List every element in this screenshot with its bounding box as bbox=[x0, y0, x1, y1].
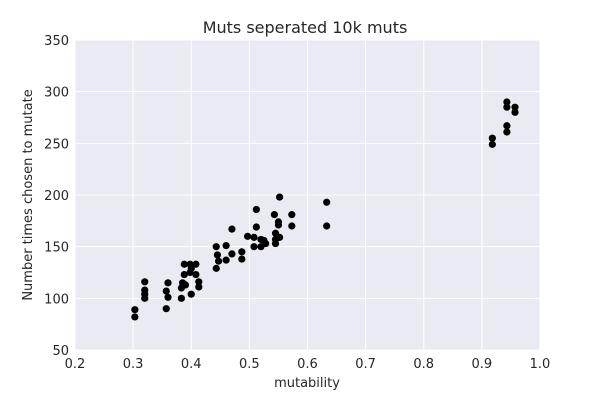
chart-title: Muts seperated 10k muts bbox=[203, 18, 408, 37]
data-point bbox=[164, 293, 172, 301]
data-point bbox=[228, 225, 236, 233]
x-tick-label: 0.6 bbox=[297, 357, 318, 372]
data-point bbox=[162, 305, 170, 313]
data-point bbox=[212, 243, 220, 251]
data-point bbox=[192, 270, 200, 279]
data-point bbox=[195, 278, 203, 286]
x-tick-label: 1.0 bbox=[530, 357, 551, 372]
y-tick-label: 300 bbox=[44, 86, 69, 101]
data-point bbox=[323, 222, 331, 230]
data-point bbox=[252, 205, 260, 214]
x-tick-label: 0.9 bbox=[472, 357, 493, 372]
data-point bbox=[222, 256, 230, 264]
data-point bbox=[270, 211, 278, 219]
data-point bbox=[262, 239, 270, 248]
data-point bbox=[180, 260, 188, 268]
y-axis-label: Number times chosen to mutate bbox=[21, 89, 36, 300]
data-point bbox=[244, 232, 252, 240]
data-point bbox=[511, 108, 519, 116]
data-point bbox=[180, 270, 188, 279]
data-point bbox=[252, 223, 260, 231]
x-tick-label: 0.8 bbox=[413, 357, 434, 372]
x-tick-label: 0.4 bbox=[181, 357, 202, 372]
data-point bbox=[141, 278, 149, 286]
x-axis-label: mutability bbox=[274, 376, 340, 391]
y-tick-label: 50 bbox=[52, 344, 69, 359]
data-points bbox=[131, 98, 519, 321]
y-tick-label: 250 bbox=[44, 137, 69, 152]
data-point bbox=[503, 103, 511, 111]
data-point bbox=[238, 248, 246, 256]
y-axis-ticks: 50 100 150 200 250 300 350 bbox=[44, 34, 69, 359]
data-point bbox=[511, 103, 519, 111]
x-axis-ticks: 0.2 0.3 0.4 0.5 0.6 0.7 0.8 0.9 1.0 bbox=[65, 357, 551, 372]
data-point bbox=[238, 255, 246, 263]
data-point bbox=[141, 294, 149, 302]
x-tick-label: 0.5 bbox=[239, 357, 260, 372]
data-point bbox=[181, 281, 190, 289]
data-point bbox=[187, 290, 195, 298]
data-point bbox=[288, 211, 296, 219]
data-point bbox=[503, 128, 511, 136]
data-point bbox=[213, 251, 222, 259]
data-point bbox=[195, 283, 203, 291]
data-point bbox=[164, 279, 172, 287]
data-point bbox=[192, 260, 200, 268]
data-point bbox=[323, 198, 331, 206]
x-tick-label: 0.3 bbox=[123, 357, 144, 372]
data-point bbox=[488, 140, 496, 148]
data-point bbox=[228, 250, 236, 258]
data-point bbox=[250, 243, 258, 251]
x-tick-label: 0.2 bbox=[65, 357, 86, 372]
data-point bbox=[131, 313, 139, 321]
data-point bbox=[187, 264, 195, 272]
data-point bbox=[276, 193, 284, 201]
data-point bbox=[250, 233, 258, 241]
data-point bbox=[214, 257, 223, 265]
data-point bbox=[212, 264, 220, 272]
x-tick-label: 0.7 bbox=[355, 357, 376, 372]
y-tick-label: 150 bbox=[44, 241, 69, 256]
grid-lines bbox=[74, 39, 541, 351]
data-point bbox=[503, 122, 511, 130]
y-tick-label: 100 bbox=[44, 292, 69, 307]
data-point bbox=[222, 242, 230, 250]
y-tick-label: 350 bbox=[44, 34, 69, 49]
data-point bbox=[162, 287, 170, 295]
data-point bbox=[131, 306, 139, 314]
data-point bbox=[288, 222, 296, 230]
data-point bbox=[274, 221, 283, 229]
data-point bbox=[177, 294, 185, 302]
data-point bbox=[271, 239, 280, 248]
data-point bbox=[503, 98, 511, 106]
y-tick-label: 200 bbox=[44, 189, 69, 204]
data-point bbox=[488, 134, 496, 142]
data-point bbox=[276, 233, 284, 241]
